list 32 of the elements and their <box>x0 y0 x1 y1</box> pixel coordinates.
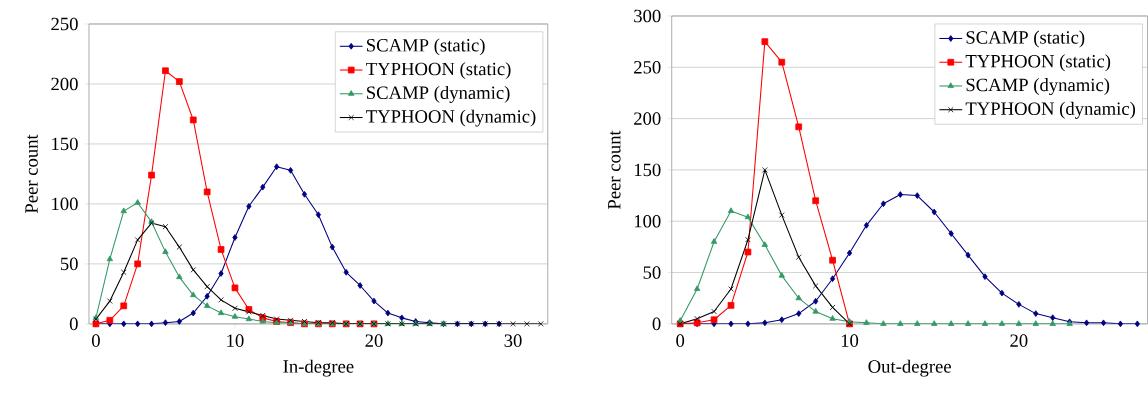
legend-label: SCAMP (dynamic) <box>966 78 1110 96</box>
legend-label: TYPHOON (dynamic) <box>366 109 536 127</box>
y-tick-label: 200 <box>634 112 661 125</box>
legend-label: TYPHOON (static) <box>366 62 511 80</box>
y-tick-label: 50 <box>60 257 78 271</box>
y-axis-title: Peer count <box>608 130 621 210</box>
y-tick-label: 50 <box>643 266 661 279</box>
x-tick-label: 20 <box>365 334 383 348</box>
x-tick-label: 30 <box>504 334 522 348</box>
legend-label: TYPHOON (dynamic) <box>965 101 1136 119</box>
x-tick-label: 10 <box>841 334 859 348</box>
x-tick-label: 0 <box>676 334 685 348</box>
y-tick-label: 200 <box>51 77 78 91</box>
y-tick-label: 300 <box>634 9 661 23</box>
y-tick-label: 100 <box>52 197 78 211</box>
y-tick-label: 100 <box>634 215 661 228</box>
x-tick-label: 10 <box>227 334 244 348</box>
x-axis-title: In-degree <box>283 359 354 377</box>
x-tick-label: 20 <box>1010 334 1028 348</box>
y-tick-label: 150 <box>52 137 78 151</box>
y-axis-title: Peer count <box>25 134 38 214</box>
y-tick-label: 150 <box>634 163 661 177</box>
x-tick-label: 0 <box>91 334 100 348</box>
y-tick-label: 250 <box>51 17 78 31</box>
y-tick-label: 0 <box>652 317 661 331</box>
legend-label: SCAMP (dynamic) <box>367 85 510 103</box>
x-axis-title: Out-degree <box>868 359 951 377</box>
legend-label: SCAMP (static) <box>966 30 1085 48</box>
legend-label: TYPHOON (static) <box>965 54 1111 72</box>
y-tick-label: 250 <box>634 61 661 74</box>
y-tick-label: 0 <box>69 317 78 331</box>
legend-label: SCAMP (static) <box>367 38 485 56</box>
